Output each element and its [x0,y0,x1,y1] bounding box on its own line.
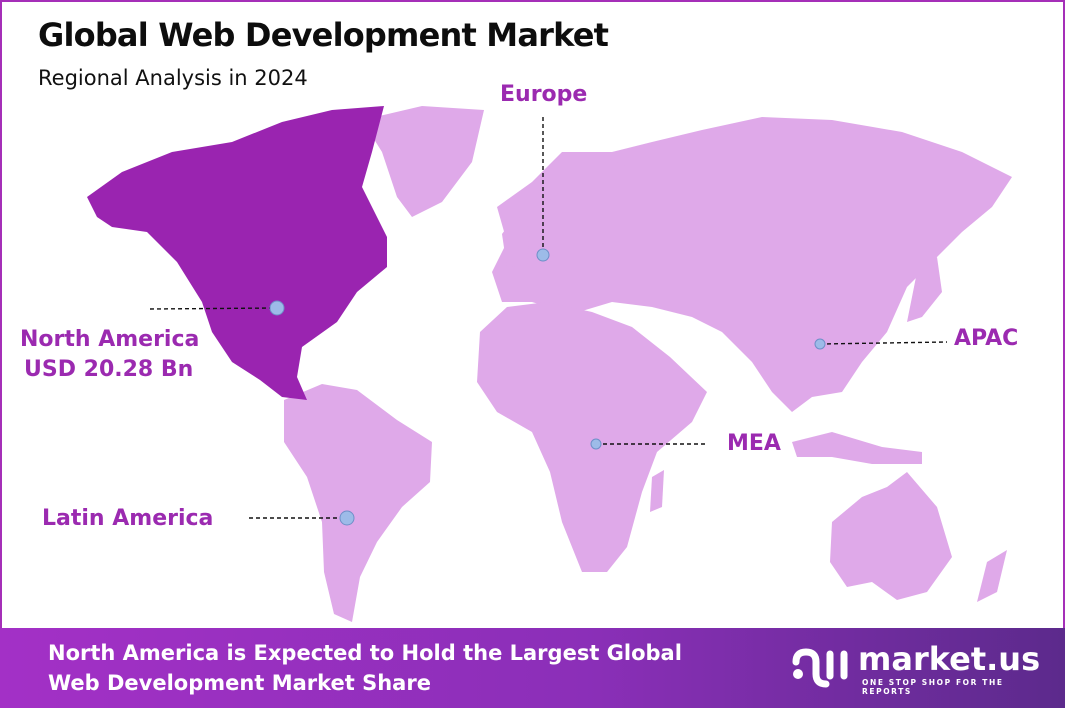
uk [502,214,530,268]
europe-label: Europe [500,82,588,107]
south-america [284,384,432,622]
indonesia [792,432,922,464]
europe-marker [536,248,550,262]
scandinavia [547,152,627,237]
north-america-marker [269,300,285,316]
footer-banner: North America is Expected to Hold the La… [0,628,1065,708]
africa [477,302,707,572]
north-america-leader-line [149,307,278,310]
madagascar [650,470,664,512]
latin-america-label: Latin America [42,506,214,531]
market-us-logo: market.us ONE STOP SHOP FOR THE REPORTS [790,640,1050,696]
footer-text: North America is Expected to Hold the La… [48,638,682,698]
apac-marker [814,338,826,350]
australia [830,472,952,600]
footer-line-2: Web Development Market Share [48,671,431,695]
north-america [87,106,387,400]
apac-leader-line [819,341,948,345]
footer-line-1: North America is Expected to Hold the La… [48,641,682,665]
page-subtitle: Regional Analysis in 2024 [38,66,308,90]
mea-label: MEA [727,431,781,456]
new-zealand [977,550,1007,602]
greenland [362,106,484,217]
page-title: Global Web Development Market [38,16,609,54]
logo-name: market.us [858,640,1041,678]
apac-label: APAC [954,326,1019,351]
latin-america-marker [339,510,355,526]
japan [907,257,942,322]
north-america-value: USD 20.28 Bn [24,357,194,382]
mea-marker [590,438,602,450]
logo-mark-icon [792,648,848,688]
north-america-label: North America [20,327,200,352]
logo-tagline: ONE STOP SHOP FOR THE REPORTS [862,678,1004,696]
europe-asia [492,117,1012,412]
